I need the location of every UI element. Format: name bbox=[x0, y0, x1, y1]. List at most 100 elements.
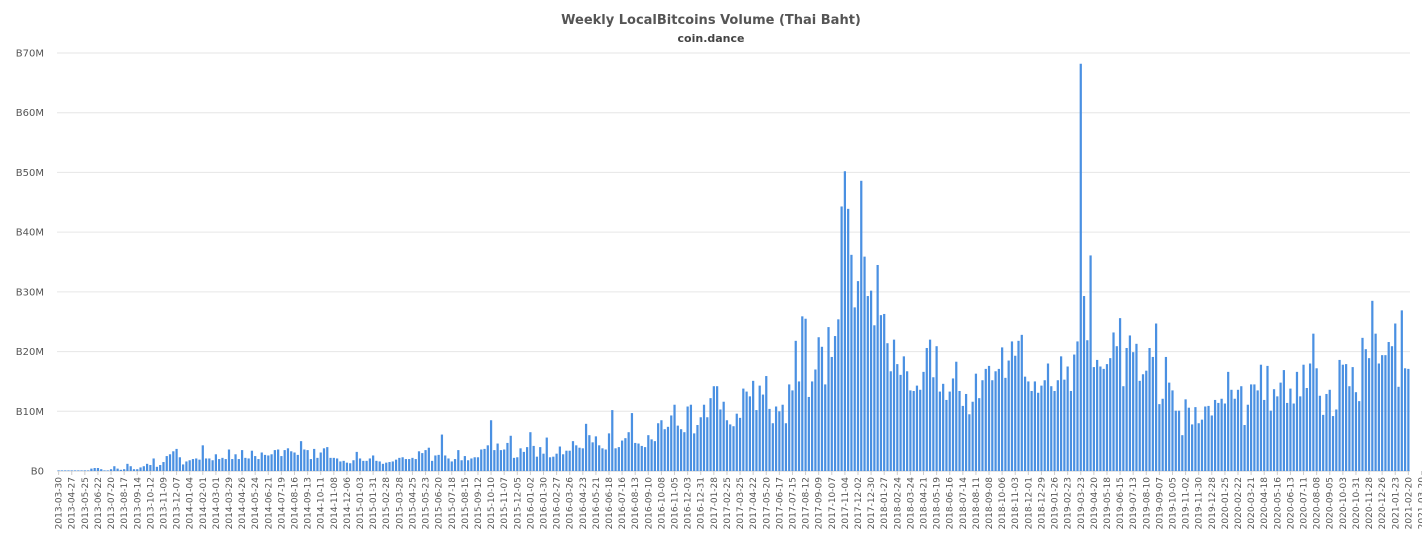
bar[interactable] bbox=[1272, 389, 1276, 471]
bar[interactable] bbox=[227, 449, 231, 472]
bar[interactable] bbox=[650, 439, 653, 471]
bar[interactable] bbox=[647, 435, 650, 471]
bar[interactable] bbox=[303, 449, 306, 472]
bar[interactable] bbox=[856, 281, 860, 471]
bar[interactable] bbox=[1066, 366, 1069, 472]
bar[interactable] bbox=[948, 391, 951, 471]
bar[interactable] bbox=[1053, 390, 1056, 471]
bar[interactable] bbox=[195, 458, 198, 471]
bar[interactable] bbox=[974, 373, 978, 471]
bar[interactable] bbox=[548, 457, 552, 471]
bar[interactable] bbox=[1200, 419, 1204, 471]
bar[interactable] bbox=[535, 456, 539, 471]
bar[interactable] bbox=[1171, 390, 1174, 471]
bar[interactable] bbox=[902, 356, 905, 471]
bar[interactable] bbox=[755, 410, 758, 471]
bar[interactable] bbox=[627, 432, 630, 471]
bar[interactable] bbox=[778, 411, 781, 471]
bar[interactable] bbox=[467, 460, 470, 471]
bar[interactable] bbox=[273, 450, 276, 471]
bar[interactable] bbox=[1184, 399, 1187, 471]
bar[interactable] bbox=[417, 451, 421, 471]
bar[interactable] bbox=[820, 346, 824, 471]
bar[interactable] bbox=[1181, 435, 1184, 471]
bar[interactable] bbox=[444, 455, 447, 471]
bar[interactable] bbox=[1220, 398, 1223, 471]
bar[interactable] bbox=[961, 405, 964, 471]
bar[interactable] bbox=[319, 452, 322, 471]
bar[interactable] bbox=[526, 447, 529, 471]
bar[interactable] bbox=[306, 450, 309, 471]
bar[interactable] bbox=[440, 434, 444, 471]
bar[interactable] bbox=[159, 465, 162, 471]
bar[interactable] bbox=[752, 380, 755, 471]
bar[interactable] bbox=[1059, 356, 1063, 471]
bar[interactable] bbox=[555, 453, 558, 471]
bar[interactable] bbox=[791, 390, 794, 471]
bar[interactable] bbox=[1233, 398, 1236, 471]
bar[interactable] bbox=[925, 347, 928, 471]
bar[interactable] bbox=[414, 459, 417, 471]
bar[interactable] bbox=[853, 307, 856, 471]
bar[interactable] bbox=[329, 457, 332, 471]
bar[interactable] bbox=[1279, 382, 1282, 471]
bar[interactable] bbox=[971, 401, 974, 471]
bar[interactable] bbox=[745, 391, 748, 471]
bar[interactable] bbox=[892, 339, 896, 471]
bar[interactable] bbox=[1023, 376, 1027, 471]
bar[interactable] bbox=[162, 462, 165, 471]
bar[interactable] bbox=[758, 385, 761, 471]
bar[interactable] bbox=[945, 399, 948, 471]
bar[interactable] bbox=[309, 459, 313, 471]
bar[interactable] bbox=[693, 433, 696, 471]
bar[interactable] bbox=[1364, 349, 1367, 471]
bar[interactable] bbox=[1020, 334, 1023, 471]
bar[interactable] bbox=[463, 456, 466, 471]
bar[interactable] bbox=[211, 460, 214, 471]
bar[interactable] bbox=[955, 361, 958, 471]
bar[interactable] bbox=[149, 465, 152, 471]
bar[interactable] bbox=[1407, 368, 1410, 471]
bar[interactable] bbox=[909, 390, 912, 471]
bar[interactable] bbox=[729, 424, 732, 471]
bar[interactable] bbox=[1403, 368, 1407, 471]
bar[interactable] bbox=[919, 389, 922, 471]
bar[interactable] bbox=[142, 466, 145, 471]
bar[interactable] bbox=[1210, 415, 1213, 471]
bar[interactable] bbox=[781, 404, 784, 471]
bar[interactable] bbox=[375, 460, 378, 471]
bar[interactable] bbox=[1037, 392, 1040, 471]
bar[interactable] bbox=[981, 380, 984, 471]
bar[interactable] bbox=[231, 459, 234, 471]
bar[interactable] bbox=[1236, 389, 1240, 471]
bar[interactable] bbox=[109, 469, 113, 471]
bar[interactable] bbox=[994, 371, 997, 471]
bar[interactable] bbox=[601, 448, 604, 471]
bar[interactable] bbox=[1230, 389, 1233, 471]
bar[interactable] bbox=[345, 462, 349, 471]
bar[interactable] bbox=[1246, 404, 1249, 471]
bar[interactable] bbox=[365, 460, 368, 471]
bar[interactable] bbox=[132, 469, 136, 471]
bar[interactable] bbox=[788, 384, 791, 471]
bar[interactable] bbox=[912, 390, 915, 471]
bar[interactable] bbox=[964, 393, 968, 471]
bar[interactable] bbox=[70, 470, 73, 471]
bar[interactable] bbox=[290, 451, 293, 471]
bar[interactable] bbox=[797, 381, 801, 471]
bar[interactable] bbox=[237, 459, 240, 471]
bar[interactable] bbox=[978, 398, 981, 471]
bar[interactable] bbox=[932, 377, 935, 471]
bar[interactable] bbox=[342, 460, 345, 471]
bar[interactable] bbox=[1367, 358, 1371, 471]
bar[interactable] bbox=[768, 408, 771, 471]
bar[interactable] bbox=[1086, 340, 1089, 471]
bar[interactable] bbox=[581, 448, 584, 471]
bar[interactable] bbox=[1030, 390, 1033, 471]
bar[interactable] bbox=[699, 417, 702, 471]
bar[interactable] bbox=[761, 394, 765, 471]
bar[interactable] bbox=[208, 458, 211, 471]
bar[interactable] bbox=[218, 459, 221, 471]
bar[interactable] bbox=[394, 459, 398, 471]
bar[interactable] bbox=[427, 447, 430, 471]
